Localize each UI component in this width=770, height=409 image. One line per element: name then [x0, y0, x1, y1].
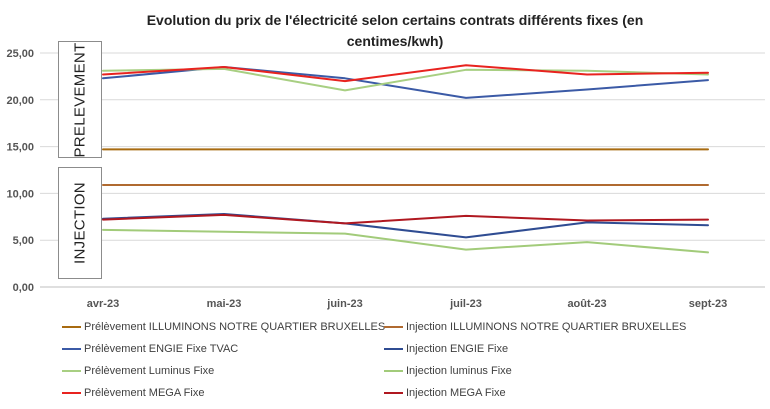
- legend-label: Injection ILLUMINONS NOTRE QUARTIER BRUX…: [406, 321, 687, 333]
- legend-label: Prélèvement ENGIE Fixe TVAC: [84, 343, 239, 355]
- x-tick-label: sept-23: [689, 298, 728, 310]
- legend-item: Prélèvement ILLUMINONS NOTRE QUARTIER BR…: [62, 319, 385, 335]
- group-label-prelevement: PRELEVEMENT: [71, 42, 89, 157]
- legend-label: Injection ENGIE Fixe: [406, 343, 509, 355]
- series-line-7: [102, 64, 709, 83]
- group-box-prelevement: PRELEVEMENT: [58, 41, 102, 158]
- legend-swatch: [62, 326, 81, 328]
- legend-item: Prélèvement ENGIE Fixe TVAC: [62, 341, 238, 357]
- legend-swatch: [62, 348, 81, 350]
- y-tick-label: 20,00: [6, 95, 34, 107]
- series-line-6: [102, 228, 709, 254]
- legend-swatch: [384, 392, 403, 394]
- x-axis-tick-labels: avr-23 mai-23 juin-23 juil-23 août-23 sept-23: [87, 298, 727, 310]
- group-label-injection: INJECTION: [71, 182, 89, 264]
- group-box-injection: INJECTION: [58, 167, 102, 279]
- gridlines: [40, 52, 765, 288]
- legend-item: Injection luminus Fixe: [384, 363, 512, 379]
- legend-label: Prélèvement Luminus Fixe: [84, 365, 215, 377]
- legend-item: Prélèvement Luminus Fixe: [62, 363, 214, 379]
- y-tick-label: 5,00: [13, 235, 34, 247]
- legend-swatch: [384, 348, 403, 350]
- legend-label: Injection MEGA Fixe: [406, 387, 506, 399]
- legend-item: Injection ILLUMINONS NOTRE QUARTIER BRUX…: [384, 319, 686, 335]
- x-tick-label: mai-23: [207, 298, 242, 310]
- legend-swatch: [384, 370, 403, 372]
- legend-swatch: [62, 392, 81, 394]
- legend-label: Prélèvement ILLUMINONS NOTRE QUARTIER BR…: [84, 321, 386, 333]
- legend-item: Injection ENGIE Fixe: [384, 341, 508, 357]
- legend-item: Prélèvement MEGA Fixe: [62, 385, 204, 401]
- x-tick-label: août-23: [567, 298, 606, 310]
- x-tick-label: juin-23: [326, 298, 362, 310]
- chart-title: Evolution du prix de l'électricité selon…: [146, 12, 644, 49]
- legend-label: Injection luminus Fixe: [406, 365, 512, 377]
- y-tick-label: 15,00: [6, 142, 34, 154]
- y-tick-label: 10,00: [6, 188, 34, 200]
- series-line-4: [102, 213, 709, 239]
- x-tick-label: juil-23: [449, 298, 482, 310]
- legend-item: Injection MEGA Fixe: [384, 385, 506, 401]
- legend-swatch: [384, 326, 403, 328]
- y-tick-label: 0,00: [13, 282, 34, 294]
- x-tick-label: avr-23: [87, 298, 119, 310]
- series-line-8: [102, 213, 709, 225]
- chart-legend: Prélèvement ILLUMINONS NOTRE QUARTIER BR…: [62, 319, 762, 407]
- y-axis-tick-labels: 0,00 5,00 10,00 15,00 20,00 25,00: [6, 48, 34, 294]
- legend-label: Prélèvement MEGA Fixe: [84, 387, 205, 399]
- y-tick-label: 25,00: [6, 48, 34, 60]
- legend-swatch: [62, 370, 81, 372]
- series-lines: [102, 64, 709, 254]
